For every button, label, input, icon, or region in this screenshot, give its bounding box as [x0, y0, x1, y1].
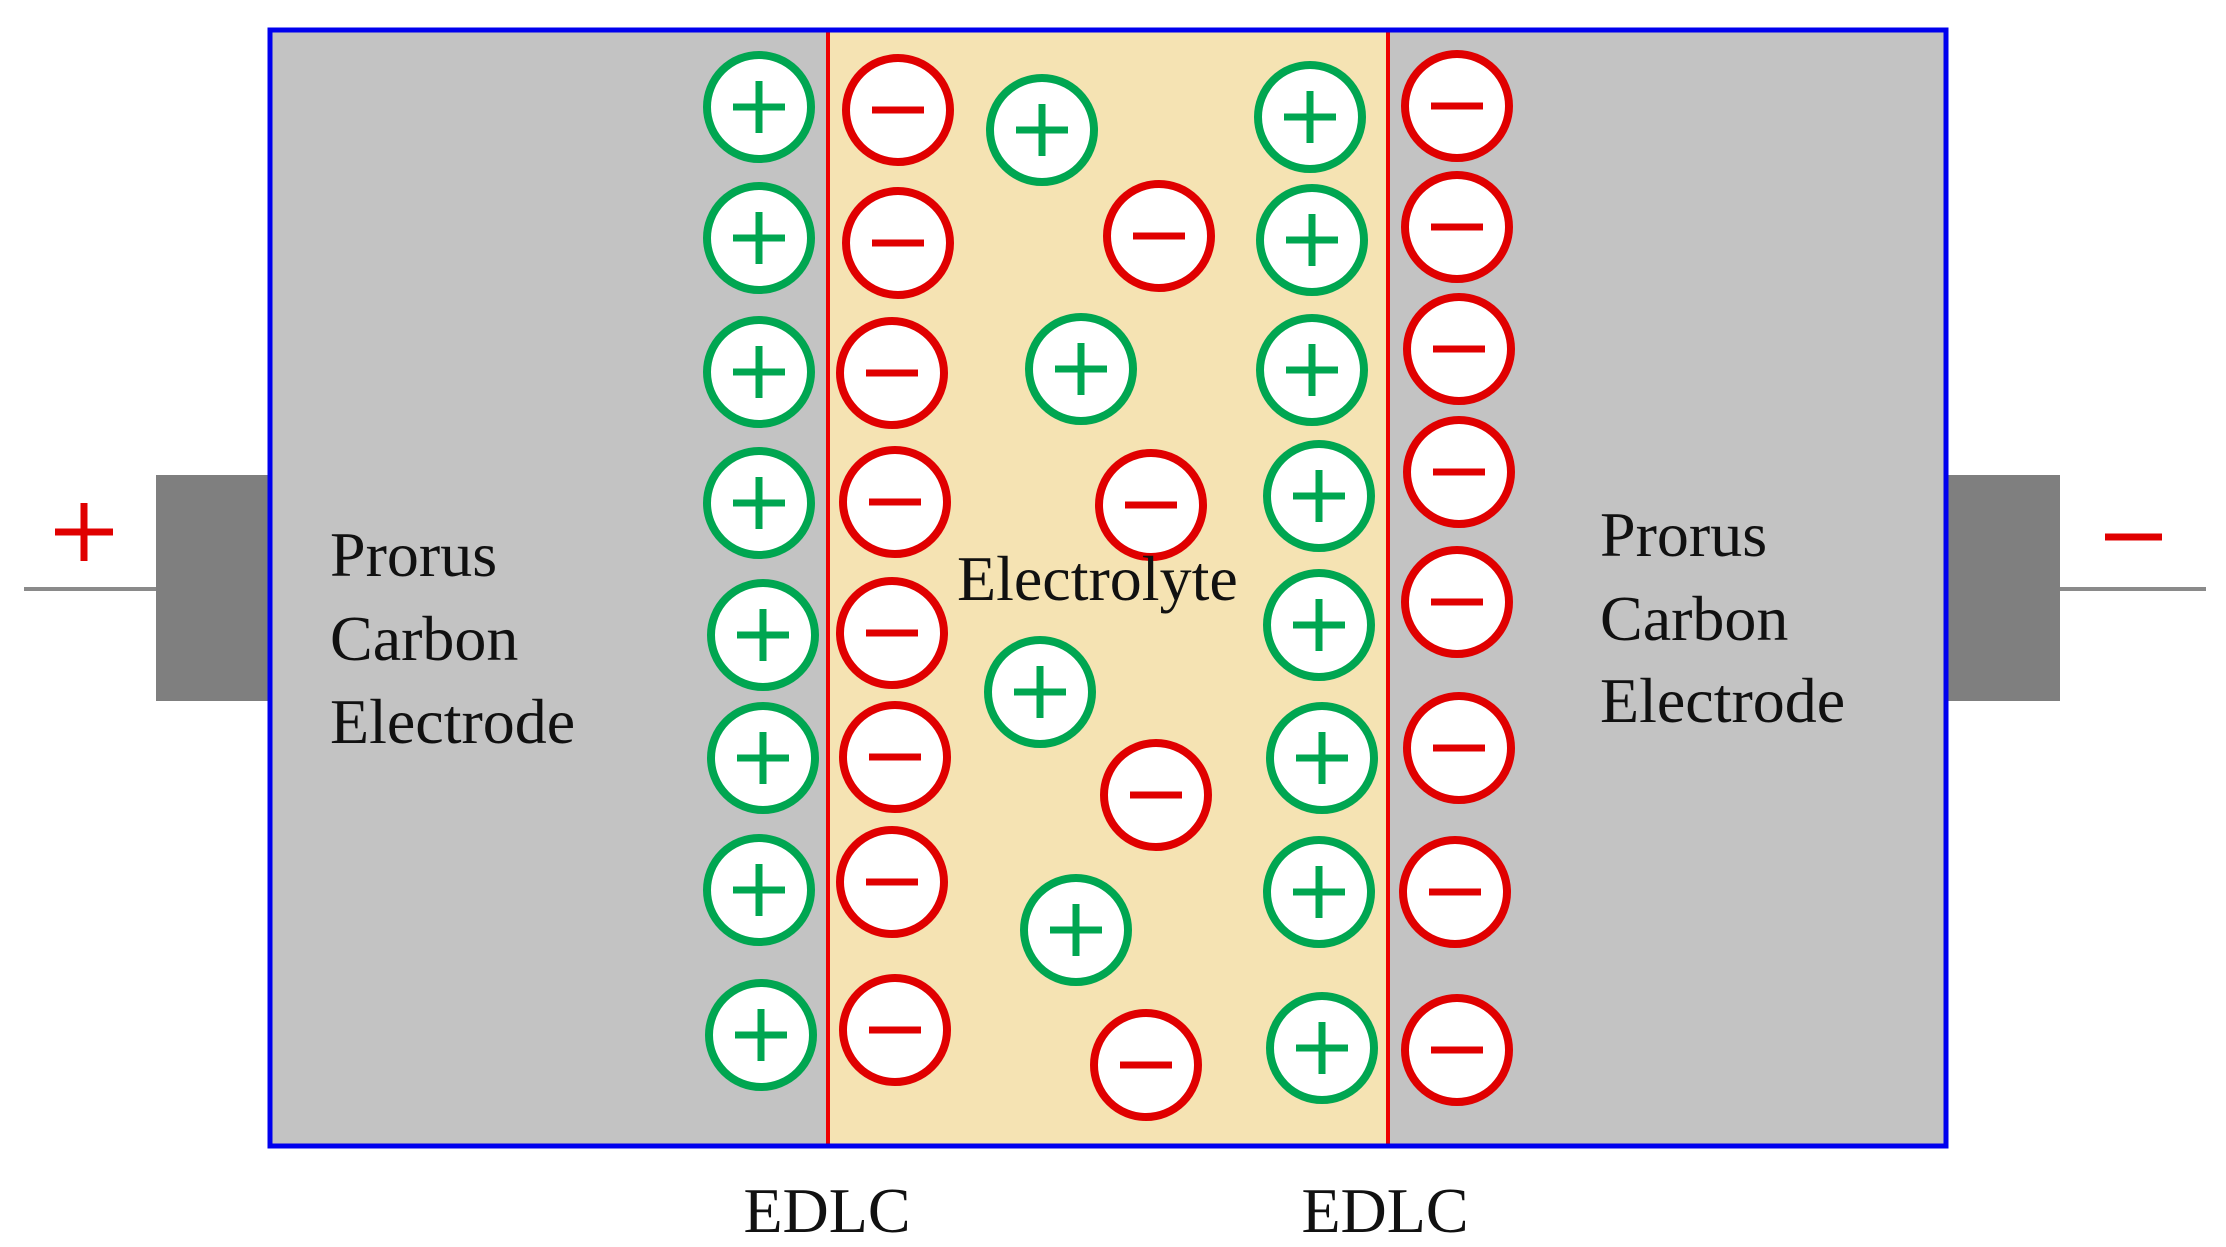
- cation-icon: [703, 182, 815, 294]
- right-electrode-label-line-1: Prorus: [1600, 499, 1767, 570]
- cation-icon: [1266, 702, 1378, 814]
- right-edlc-label: EDLC: [1301, 1175, 1468, 1246]
- ions-layer: [703, 50, 1515, 1121]
- anion-icon: [1401, 546, 1513, 658]
- left-electrode-label-line-2: Carbon: [330, 603, 518, 674]
- cation-icon: [1263, 440, 1375, 552]
- anion-icon: [1103, 180, 1215, 292]
- cell-border: [267, 27, 1949, 1149]
- positive-symbol: +: [55, 503, 113, 561]
- anion-icon: [836, 577, 948, 689]
- left-edlc-label: EDLC: [743, 1175, 910, 1246]
- anion-icon: [1403, 416, 1515, 528]
- cation-icon: [703, 51, 815, 163]
- left-electrode-label-line-1: Prorus: [330, 519, 497, 590]
- anion-icon: [1095, 449, 1207, 561]
- anion-icon: [1401, 50, 1513, 162]
- positive-terminal-tab: [156, 475, 276, 701]
- anion-icon: [1401, 994, 1513, 1106]
- cation-icon: [984, 636, 1096, 748]
- anion-icon: [1401, 171, 1513, 283]
- left-electrode-label: Prorus Carbon Electrode: [330, 519, 575, 757]
- anion-icon: [842, 187, 954, 299]
- negative-terminal-tab: [1942, 475, 2060, 701]
- cation-icon: [1256, 184, 1368, 296]
- negative-symbol: −: [2105, 533, 2162, 541]
- cation-icon: [1254, 61, 1366, 173]
- electrolyte-label: Electrolyte: [957, 543, 1238, 614]
- right-electrode-label-line-3: Electrode: [1600, 665, 1845, 736]
- cation-icon: [1020, 874, 1132, 986]
- cation-icon: [1025, 313, 1137, 425]
- anion-icon: [836, 317, 948, 429]
- left-electrode-label-line-3: Electrode: [330, 686, 575, 757]
- cation-icon: [1266, 992, 1378, 1104]
- anion-icon: [836, 826, 948, 938]
- cation-icon: [707, 579, 819, 691]
- cation-icon: [1263, 569, 1375, 681]
- right-electrode-label: Prorus Carbon Electrode: [1600, 499, 1845, 736]
- cation-icon: [707, 702, 819, 814]
- cation-icon: [705, 979, 817, 1091]
- anion-icon: [1090, 1009, 1202, 1121]
- anion-icon: [1100, 739, 1212, 851]
- anion-icon: [1403, 692, 1515, 804]
- cation-icon: [986, 74, 1098, 186]
- cation-icon: [703, 316, 815, 428]
- cation-icon: [703, 834, 815, 946]
- anion-icon: [839, 974, 951, 1086]
- cation-icon: [1263, 836, 1375, 948]
- anion-icon: [1399, 836, 1511, 948]
- anion-icon: [1403, 293, 1515, 405]
- right-electrode-label-line-2: Carbon: [1600, 583, 1788, 654]
- anion-icon: [839, 701, 951, 813]
- cation-icon: [703, 447, 815, 559]
- anion-icon: [839, 446, 951, 558]
- cation-icon: [1256, 314, 1368, 426]
- anion-icon: [842, 54, 954, 166]
